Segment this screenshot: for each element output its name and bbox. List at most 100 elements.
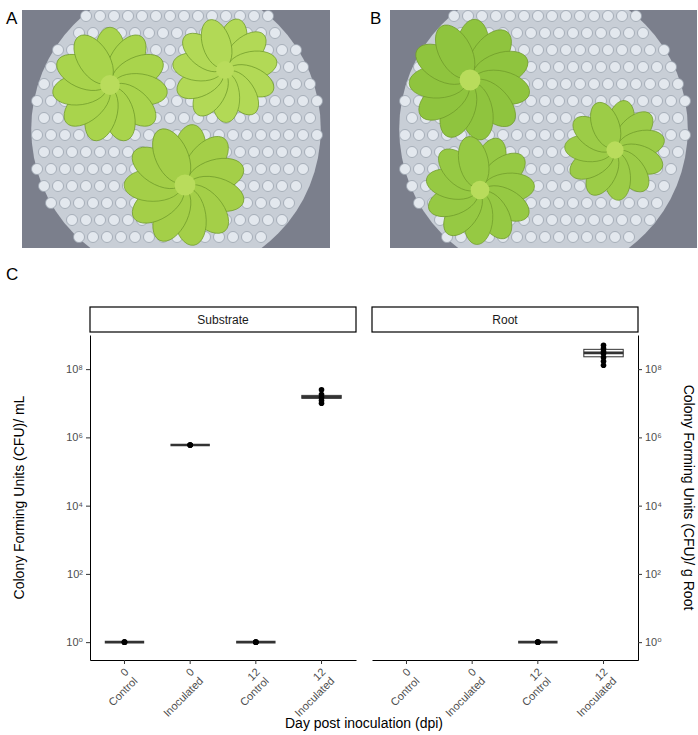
y-tick-mark: [86, 642, 90, 643]
bead: [645, 79, 656, 90]
y-tick: 10⁸: [638, 363, 662, 375]
bead: [242, 130, 253, 141]
bead: [277, 181, 288, 192]
bead: [575, 11, 586, 22]
bead: [596, 232, 607, 243]
bead: [533, 215, 544, 226]
bead: [144, 232, 155, 243]
rosette-center: [606, 141, 623, 158]
x-tick-mark: [537, 660, 538, 664]
bead: [277, 79, 288, 90]
y-tick-mark: [638, 506, 642, 507]
bead: [39, 113, 50, 124]
x-tick-label-line: Control: [106, 675, 140, 709]
bead: [624, 198, 635, 209]
point: [535, 639, 541, 645]
bead: [235, 215, 246, 226]
bead: [624, 232, 635, 243]
bead: [561, 11, 572, 22]
bead: [130, 232, 141, 243]
x-tick: 0Control: [97, 660, 140, 708]
bead: [263, 113, 274, 124]
substrate: [31, 10, 321, 248]
bead: [284, 164, 295, 175]
bead: [449, 11, 460, 22]
panel-label: A: [6, 9, 18, 28]
y-axis-title: Colony Forming Units (CFU)/ g Root: [681, 385, 697, 611]
x-tick-label-line: Inoculated: [292, 675, 336, 719]
facet: Substrate10⁰10²10⁴10⁶10⁸0Control0Inocula…: [66, 307, 356, 719]
x-axis-line: [91, 660, 357, 661]
bead: [95, 147, 106, 158]
bead: [533, 113, 544, 124]
bead: [659, 113, 670, 124]
bead: [284, 96, 295, 107]
y-tick-label: 10⁸: [66, 363, 83, 375]
bead: [277, 147, 288, 158]
bead: [610, 28, 621, 39]
bead: [547, 11, 558, 22]
y-tick-mark: [638, 369, 642, 370]
bead: [561, 215, 572, 226]
bead: [81, 11, 92, 22]
bead: [95, 181, 106, 192]
bead: [666, 130, 677, 141]
bead: [617, 11, 628, 22]
bead: [46, 130, 57, 141]
x-tick-mark: [603, 660, 604, 664]
x-tick-mark: [124, 660, 125, 664]
bead: [512, 130, 523, 141]
bead: [32, 96, 43, 107]
bead: [270, 164, 281, 175]
bead: [284, 130, 295, 141]
bead: [526, 130, 537, 141]
x-tick-label: 12Control: [510, 666, 553, 709]
bead: [540, 164, 551, 175]
bead: [53, 113, 64, 124]
facet: Root10⁰10²10⁴10⁶10⁸0Control0Inoculated12…: [372, 307, 662, 719]
bead: [158, 28, 169, 39]
bead: [645, 215, 656, 226]
rosette: [408, 18, 533, 143]
y-tick: 10⁰: [638, 636, 662, 648]
x-axis: 0Control0Inoculated12Control12Inoculated: [91, 660, 357, 719]
x-tick: 12Control: [510, 660, 553, 708]
marks: [518, 342, 623, 644]
bead: [407, 113, 418, 124]
bead: [102, 198, 113, 209]
y-tick-mark: [86, 506, 90, 507]
bead: [74, 164, 85, 175]
bead: [46, 164, 57, 175]
bead: [680, 130, 691, 141]
bead: [610, 62, 621, 73]
y-axis: 10⁰10²10⁴10⁶10⁸: [638, 336, 662, 661]
y-tick-label: 10⁸: [645, 363, 662, 375]
bead: [512, 28, 523, 39]
bead: [652, 198, 663, 209]
y-tick: 10²: [638, 568, 661, 580]
bead: [659, 181, 670, 192]
bead: [407, 181, 418, 192]
bead: [95, 215, 106, 226]
bead: [102, 164, 113, 175]
bead: [533, 79, 544, 90]
rosette: [51, 27, 170, 144]
bead: [109, 147, 120, 158]
bead: [256, 232, 267, 243]
bead: [291, 181, 302, 192]
leaf: [196, 16, 238, 72]
y-tick-label: 10⁶: [66, 431, 83, 443]
bead: [603, 79, 614, 90]
bead: [179, 113, 190, 124]
bead: [249, 11, 260, 22]
bead: [277, 45, 288, 56]
y-tick: 10⁴: [66, 500, 90, 512]
bead: [561, 79, 572, 90]
bead: [109, 215, 120, 226]
rosette-center: [471, 181, 490, 200]
y-tick-label: 10⁰: [645, 636, 662, 648]
bead: [46, 198, 57, 209]
bead: [673, 147, 684, 158]
x-axis: 0Control0Inoculated12Control12Inoculated: [373, 660, 639, 719]
bead: [526, 164, 537, 175]
